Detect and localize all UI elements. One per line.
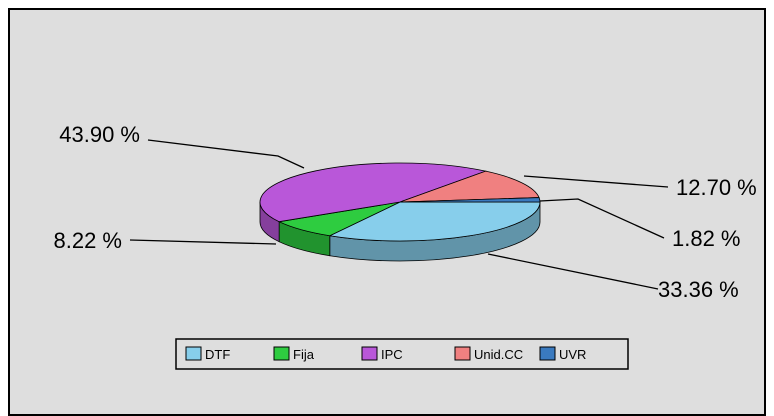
pie-slice-dtf <box>328 201 541 242</box>
leader-line-ipc <box>147 139 305 169</box>
legend-swatch-unidcc <box>454 346 471 361</box>
legend-item-ipc: IPC <box>361 346 403 362</box>
legend-label-fija: Fija <box>293 347 315 362</box>
legend-swatch-uvr <box>539 346 556 361</box>
legend-swatch-ipc <box>361 346 378 361</box>
legend-swatch-fija <box>273 346 290 361</box>
legend-item-unidcc: Unid.CC <box>454 346 523 362</box>
slice-label-dtf: 33.36 % <box>658 277 739 302</box>
slice-labels: 33.36 % 8.22 % 43.90 % 12.70 % 1.82 % <box>54 122 757 302</box>
pie-slice-unidcc <box>399 170 540 203</box>
legend-label-dtf: DTF <box>205 347 230 362</box>
legend-item-uvr: UVR <box>539 346 586 362</box>
pie-slice-uvr <box>399 197 541 203</box>
legend-swatch-dtf <box>185 346 202 361</box>
leader-line-dtf <box>487 253 659 290</box>
slice-label-ipc: 43.90 % <box>59 122 140 147</box>
pie-slice-ipc <box>259 162 488 223</box>
leader-lines <box>129 139 669 290</box>
legend-label-unidcc: Unid.CC <box>474 347 523 362</box>
legend-label-ipc: IPC <box>381 347 403 362</box>
legend-item-dtf: DTF <box>185 346 230 362</box>
slice-label-unidcc: 12.70 % <box>676 175 757 200</box>
leader-line-uvr <box>539 198 665 239</box>
legend-item-fija: Fija <box>273 346 315 362</box>
slice-label-uvr: 1.82 % <box>672 226 741 251</box>
leader-line-unidcc <box>523 175 669 188</box>
leader-line-fija <box>129 239 277 245</box>
slice-label-fija: 8.22 % <box>54 228 123 253</box>
legend-label-uvr: UVR <box>559 347 586 362</box>
pie-tops <box>259 162 541 242</box>
legend: DTF Fija IPC Unid.CC UVR <box>175 338 629 370</box>
legend-box <box>175 338 629 370</box>
